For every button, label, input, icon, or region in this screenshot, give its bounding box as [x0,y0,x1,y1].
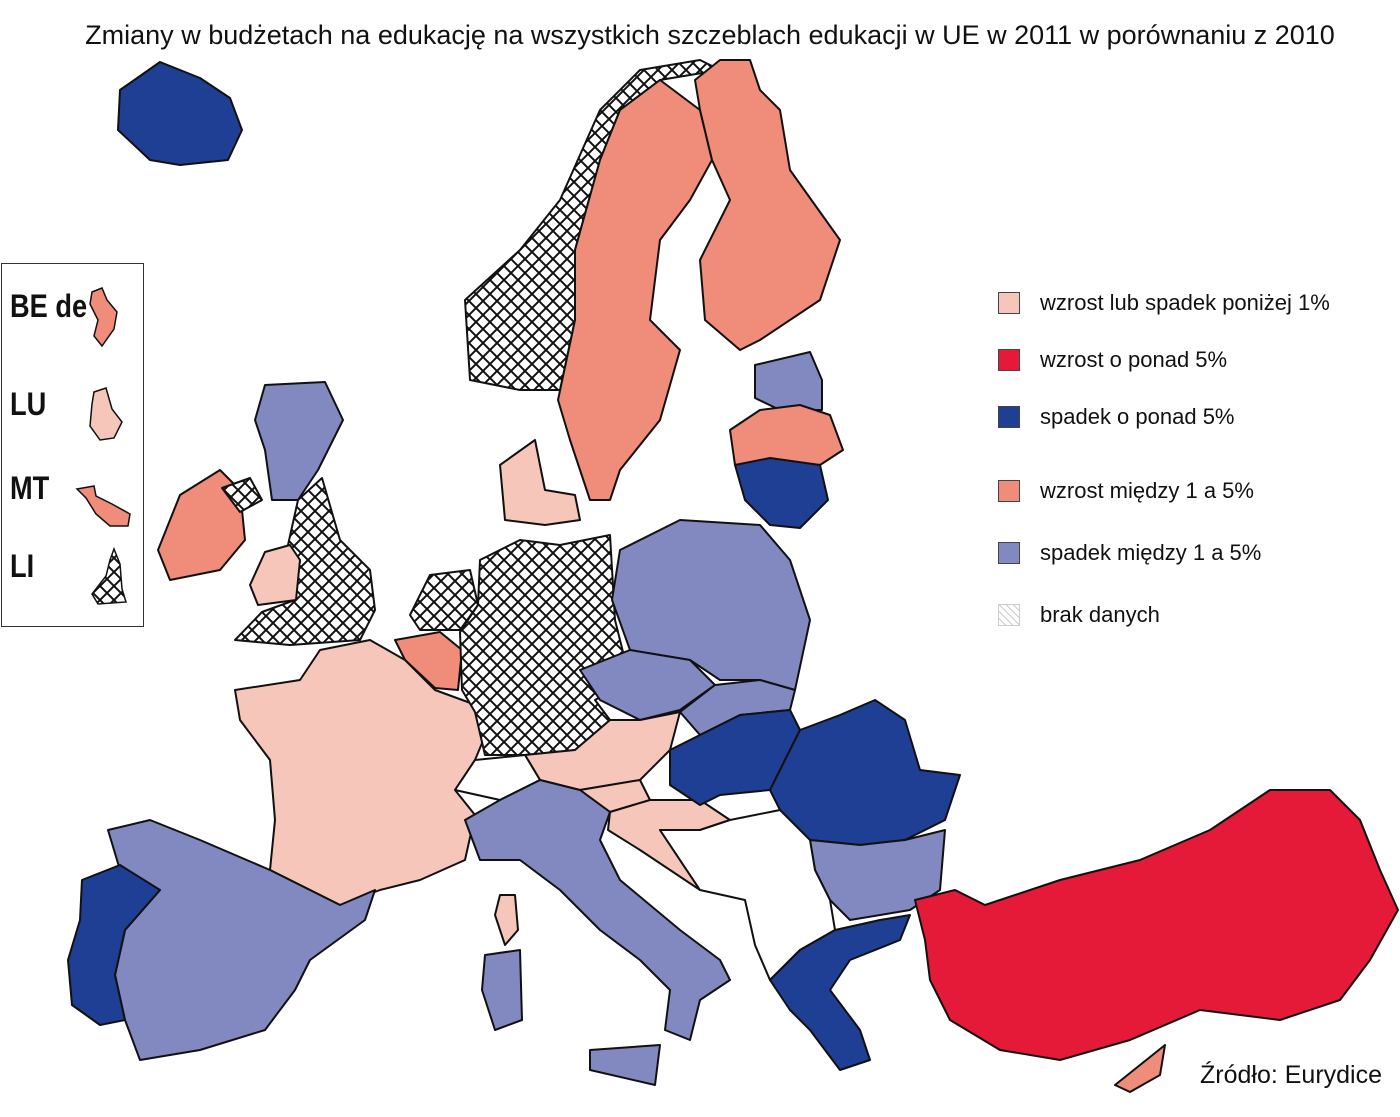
region-GR [769,914,911,1071]
region-CY [1114,1044,1166,1093]
region-IT [464,779,731,1086]
inset-shape-li [91,546,127,605]
legend-swatch [998,480,1020,502]
legend-swatch [998,406,1020,428]
region-IS [117,61,243,166]
map-title: Zmiany w budżetach na edukację na wszyst… [85,20,1335,50]
inset-label-be-de: BE de [10,288,88,324]
legend-label: wzrost lub spadek poniżej 1% [1040,290,1330,315]
legend-label: spadek o ponad 5% [1040,404,1235,429]
legend-label: wzrost o ponad 5% [1040,347,1228,372]
region-FI [694,59,841,351]
inset-label-lu: LU [10,386,47,422]
region-LT [734,457,829,529]
legend-item: wzrost o ponad 5% [998,345,1398,375]
inset-label-mt: MT [10,470,50,506]
legend-swatch [998,292,1020,314]
region-EE [754,351,823,411]
region-RO [769,699,961,846]
region-DE [459,534,631,756]
region-PT [67,864,161,1026]
legend-item: spadek między 1 a 5% [998,538,1398,568]
inset-small-countries: BE de LU MT LI [1,263,144,627]
region-DK [499,439,581,526]
region-IE [157,469,246,581]
inset-shape-be-de [89,287,118,348]
region-SE [557,79,713,501]
inset-shape-mt [75,485,131,527]
legend-label: spadek między 1 a 5% [1040,540,1262,565]
legend-swatch [998,349,1020,371]
region-UK-NIR [221,477,263,513]
legend-swatch [998,604,1020,626]
inset-label-li: LI [10,548,35,584]
region-NL [409,569,479,631]
legend-label: brak danych [1040,602,1160,627]
inset-shapes [75,287,131,605]
legend-item: wzrost między 1 a 5% [998,476,1398,506]
region-CORSICA [494,894,519,946]
region-UK-SCT [254,381,344,501]
legend-label: wzrost między 1 a 5% [1040,478,1254,503]
inset-shape-lu [89,387,123,441]
region-LV [729,404,844,466]
region-TR [914,789,1399,1061]
source-note: Źródło: Eurydice [1200,1061,1383,1089]
legend-item: wzrost lub spadek poniżej 1% [998,288,1398,318]
region-UK-WLS [249,544,301,606]
legend-item: brak danych [998,600,1398,630]
region-CH [454,754,541,801]
legend-swatch [998,542,1020,564]
legend-item: spadek o ponad 5% [998,402,1398,432]
